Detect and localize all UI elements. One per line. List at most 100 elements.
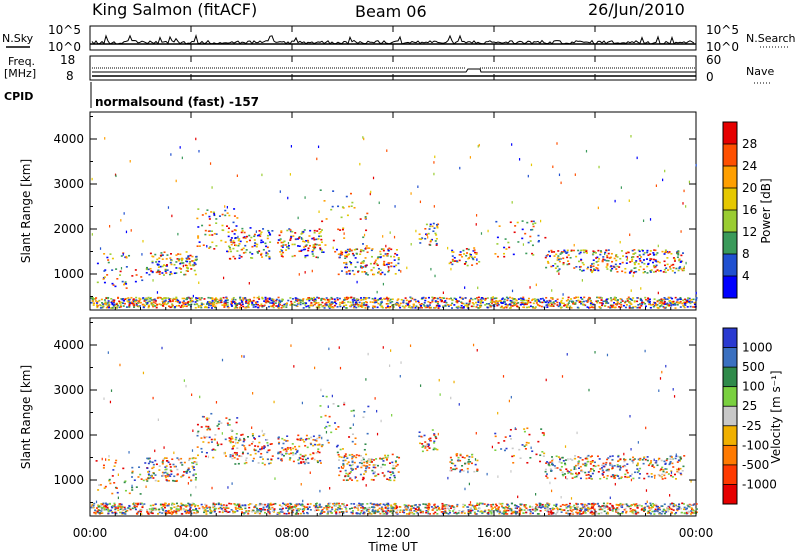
- range-echo: [316, 444, 319, 446]
- range-echo: [579, 296, 582, 299]
- range-echo: [325, 395, 328, 398]
- range-echo: [338, 459, 341, 461]
- range-echo: [636, 297, 639, 299]
- range-echo: [416, 506, 419, 508]
- range-echo: [531, 512, 534, 515]
- range-echo: [602, 471, 605, 474]
- range-echo: [351, 463, 354, 466]
- range-echo: [212, 503, 215, 506]
- range-echo: [613, 477, 616, 479]
- range-echo: [461, 302, 464, 305]
- range-echo: [453, 256, 456, 259]
- range-echo: [633, 267, 636, 270]
- range-echo: [146, 480, 149, 482]
- range-echo: [473, 508, 476, 510]
- range-echo: [258, 503, 261, 505]
- range-echo: [186, 470, 189, 473]
- range-echo: [457, 459, 460, 461]
- range-echo: [351, 433, 354, 436]
- range-echo: [304, 438, 307, 441]
- range-echo: [324, 427, 327, 429]
- range-echo: [387, 504, 390, 506]
- range-echo: [381, 271, 384, 274]
- range-echo: [226, 422, 229, 425]
- range-echo: [280, 249, 283, 251]
- range-echo: [231, 302, 234, 305]
- range-echo: [359, 513, 362, 515]
- range-echo: [574, 302, 577, 304]
- range-echo: [108, 306, 111, 309]
- range-echo: [656, 300, 659, 303]
- range-echo: [152, 301, 155, 303]
- range-echo: [135, 296, 138, 299]
- range-echo: [396, 513, 399, 515]
- range-echo: [180, 268, 183, 270]
- range-echo: [337, 454, 340, 456]
- range-echo: [277, 442, 280, 445]
- range-echo: [225, 417, 228, 419]
- range-echo: [577, 260, 580, 263]
- range-echo: [387, 248, 390, 251]
- range-echo: [158, 273, 161, 275]
- range-echo: [456, 301, 459, 304]
- range-echo: [237, 239, 240, 242]
- range-echo: [685, 299, 688, 302]
- range-echo: [460, 301, 463, 303]
- range-echo: [617, 459, 620, 462]
- noise-echo: [400, 270, 402, 273]
- range-echo: [229, 248, 232, 251]
- range-echo: [620, 306, 623, 308]
- range-echo: [647, 464, 650, 467]
- range-echo: [252, 306, 255, 308]
- range-echo: [396, 299, 399, 302]
- range-echo: [353, 455, 356, 457]
- range-echo: [200, 306, 203, 309]
- range-echo: [543, 299, 546, 302]
- range-echo: [620, 250, 623, 252]
- range-echo: [110, 301, 113, 304]
- range-echo: [539, 301, 542, 304]
- range-echo: [239, 297, 242, 299]
- range-echo: [319, 405, 322, 407]
- range-echo: [317, 238, 320, 240]
- range-echo: [92, 297, 95, 300]
- range-echo: [305, 305, 308, 308]
- range-echo: [118, 503, 121, 505]
- range-echo: [349, 477, 352, 480]
- range-echo: [253, 239, 256, 241]
- range-echo: [476, 470, 479, 472]
- range-echo: [262, 228, 265, 230]
- range-echo: [163, 300, 166, 303]
- range-echo: [241, 227, 244, 230]
- range-echo: [454, 464, 457, 467]
- range-echo: [173, 503, 176, 505]
- noise-echo: [211, 186, 213, 189]
- range-echo: [558, 268, 561, 270]
- colorbar-segment: [723, 276, 737, 299]
- range-echo: [306, 239, 309, 242]
- range-echo: [180, 304, 183, 307]
- range-echo: [372, 306, 375, 308]
- range-echo: [386, 478, 389, 480]
- range-echo: [431, 225, 434, 228]
- range-echo: [459, 453, 462, 456]
- range-echo: [364, 443, 367, 446]
- range-echo: [552, 265, 555, 267]
- range-echo: [624, 300, 627, 303]
- range-echo: [434, 435, 437, 438]
- range-echo: [385, 459, 388, 461]
- range-echo: [128, 254, 131, 257]
- range-echo: [583, 251, 586, 254]
- range-echo: [550, 303, 553, 306]
- range-echo: [401, 305, 404, 308]
- range-echo: [168, 298, 171, 300]
- range-echo: [433, 227, 436, 229]
- range-echo: [336, 297, 339, 299]
- colorbar-tick-label: 12: [742, 225, 757, 239]
- range-echo: [384, 456, 387, 459]
- range-echo: [309, 503, 312, 505]
- range-echo: [148, 470, 151, 473]
- range-echo: [182, 474, 185, 476]
- range-echo: [137, 300, 140, 302]
- range-echo: [390, 304, 393, 307]
